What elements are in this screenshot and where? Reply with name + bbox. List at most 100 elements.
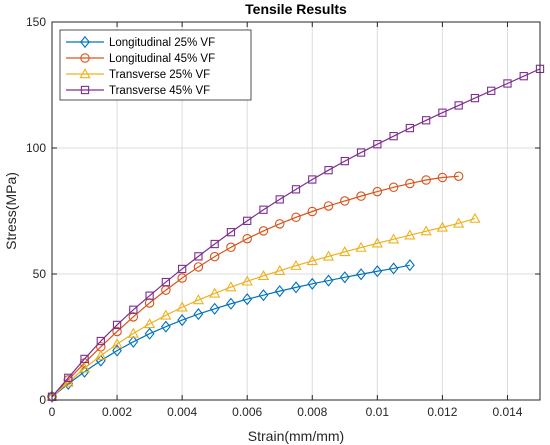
data-point-longitudinal-45pct-vf [128, 312, 139, 322]
legend-label: Longitudinal 45% VF [109, 53, 215, 65]
data-point-longitudinal-45pct-vf [388, 182, 399, 193]
data-point-longitudinal-25pct-vf [404, 259, 415, 272]
data-point-transverse-45pct-vf [421, 116, 431, 125]
data-point-longitudinal-45pct-vf [372, 186, 383, 197]
y-tick-label: 150 [26, 15, 46, 29]
data-point-transverse-45pct-vf [340, 156, 349, 166]
data-point-transverse-25pct-vf [339, 245, 351, 257]
data-point-longitudinal-45pct-vf [421, 175, 431, 185]
ticks: 0 0.002 0.004 0.006 0.008 0.01 0.012 0.014 0 50 10… [26, 15, 540, 419]
data-point-longitudinal-25pct-vf [307, 277, 318, 290]
data-point-transverse-45pct-vf [80, 354, 89, 364]
legend-marker [80, 35, 90, 49]
data-point-longitudinal-45pct-vf [291, 212, 301, 223]
data-point-longitudinal-45pct-vf [405, 178, 415, 189]
data-point-transverse-25pct-vf [160, 309, 172, 320]
data-point-longitudinal-25pct-vf [258, 289, 269, 302]
data-point-longitudinal-25pct-vf [226, 297, 236, 310]
data-point-longitudinal-45pct-vf [242, 233, 252, 244]
data-point-transverse-45pct-vf [291, 185, 301, 194]
data-point-transverse-25pct-vf [176, 301, 188, 312]
data-point-transverse-25pct-vf [95, 349, 107, 360]
legend-item-transverse-25pct-vf: Transverse 25% VF [66, 68, 210, 81]
data-point-transverse-45pct-vf [177, 264, 187, 274]
data-point-longitudinal-45pct-vf [177, 273, 187, 283]
series-line-transverse-45pct-vf [51, 68, 541, 398]
data-point-transverse-25pct-vf [143, 318, 156, 329]
legend-label: Transverse 45% VF [109, 85, 210, 97]
legend-label: Transverse 25% VF [109, 69, 210, 81]
data-point-transverse-45pct-vf [308, 175, 317, 184]
data-point-transverse-25pct-vf [290, 259, 302, 270]
data-point-transverse-25pct-vf [306, 255, 318, 266]
data-point-longitudinal-45pct-vf [258, 226, 269, 236]
data-point-transverse-25pct-vf [225, 281, 237, 292]
data-point-longitudinal-25pct-vf [274, 285, 285, 298]
data-point-longitudinal-45pct-vf [274, 219, 285, 229]
data-point-transverse-45pct-vf [145, 291, 154, 300]
data-point-transverse-45pct-vf [243, 216, 252, 225]
data-point-transverse-45pct-vf [112, 320, 122, 330]
legend-item-longitudinal-25pct-vf: Longitudinal 25% VF [66, 35, 215, 49]
data-point-longitudinal-45pct-vf [437, 172, 448, 183]
data-point-transverse-45pct-vf [405, 123, 415, 133]
data-point-transverse-25pct-vf [127, 327, 139, 338]
data-point-longitudinal-25pct-vf [144, 327, 155, 340]
data-point-transverse-45pct-vf [324, 166, 333, 175]
chart-title: Tensile Results [245, 1, 347, 17]
data-point-transverse-45pct-vf [129, 305, 138, 314]
x-tick-label: 0.006 [232, 405, 262, 419]
data-point-transverse-25pct-vf [404, 229, 416, 240]
y-tick-label: 100 [26, 141, 46, 155]
data-point-longitudinal-25pct-vf [160, 320, 171, 333]
data-point-longitudinal-25pct-vf [128, 335, 139, 348]
data-point-longitudinal-25pct-vf [323, 274, 334, 287]
data-point-longitudinal-25pct-vf [372, 265, 383, 278]
data-point-transverse-45pct-vf [356, 148, 366, 157]
data-point-longitudinal-45pct-vf [193, 262, 204, 272]
legend-item-longitudinal-45pct-vf: Longitudinal 45% VF [66, 53, 215, 65]
series-layer [46, 64, 545, 403]
data-point-transverse-25pct-vf [111, 338, 123, 349]
grid [52, 22, 540, 400]
data-point-transverse-25pct-vf [453, 217, 465, 228]
plot-frame [51, 21, 541, 401]
y-tick-label: 0 [39, 393, 46, 407]
data-point-transverse-45pct-vf [438, 108, 447, 117]
x-tick-label: 0.014 [492, 405, 522, 419]
data-point-transverse-25pct-vf [387, 233, 400, 244]
data-point-transverse-45pct-vf [210, 239, 219, 249]
legend: Longitudinal 25% VF Longitudinal 45% VF Tr… [59, 29, 252, 101]
legend-item-transverse-45pct-vf: Transverse 45% VF [66, 85, 210, 97]
series-line-longitudinal-25pct-vf [51, 264, 410, 398]
data-point-transverse-45pct-vf [373, 140, 382, 149]
data-point-longitudinal-45pct-vf [209, 251, 220, 262]
data-point-transverse-25pct-vf [209, 287, 221, 298]
data-point-longitudinal-25pct-vf [193, 307, 204, 321]
data-point-transverse-45pct-vf [470, 93, 480, 103]
data-point-longitudinal-25pct-vf [209, 302, 220, 315]
y-tick-label: 50 [33, 267, 47, 281]
data-point-longitudinal-45pct-vf [226, 242, 236, 253]
data-point-transverse-45pct-vf [503, 79, 512, 88]
series-transverse-45pct-vf [47, 64, 545, 401]
data-point-transverse-45pct-vf [259, 205, 268, 214]
data-point-longitudinal-25pct-vf [388, 262, 399, 275]
data-point-transverse-25pct-vf [355, 241, 367, 252]
data-point-transverse-45pct-vf [519, 72, 528, 81]
data-point-longitudinal-45pct-vf [307, 206, 318, 217]
x-tick-label: 0.004 [167, 405, 197, 419]
x-tick-label: 0.008 [297, 405, 327, 419]
data-point-longitudinal-45pct-vf [453, 171, 464, 181]
data-point-transverse-45pct-vf [389, 132, 398, 141]
legend-marker [80, 85, 90, 95]
series-line-transverse-25pct-vf [51, 217, 476, 398]
data-point-transverse-45pct-vf [487, 86, 496, 95]
data-point-longitudinal-45pct-vf [323, 201, 334, 211]
x-axis-label: Strain(mm/mm) [248, 428, 344, 444]
x-tick-label: 0 [49, 405, 56, 419]
series-longitudinal-25pct-vf [47, 259, 415, 403]
legend-marker [79, 68, 91, 79]
legend-label: Longitudinal 25% VF [109, 37, 215, 49]
